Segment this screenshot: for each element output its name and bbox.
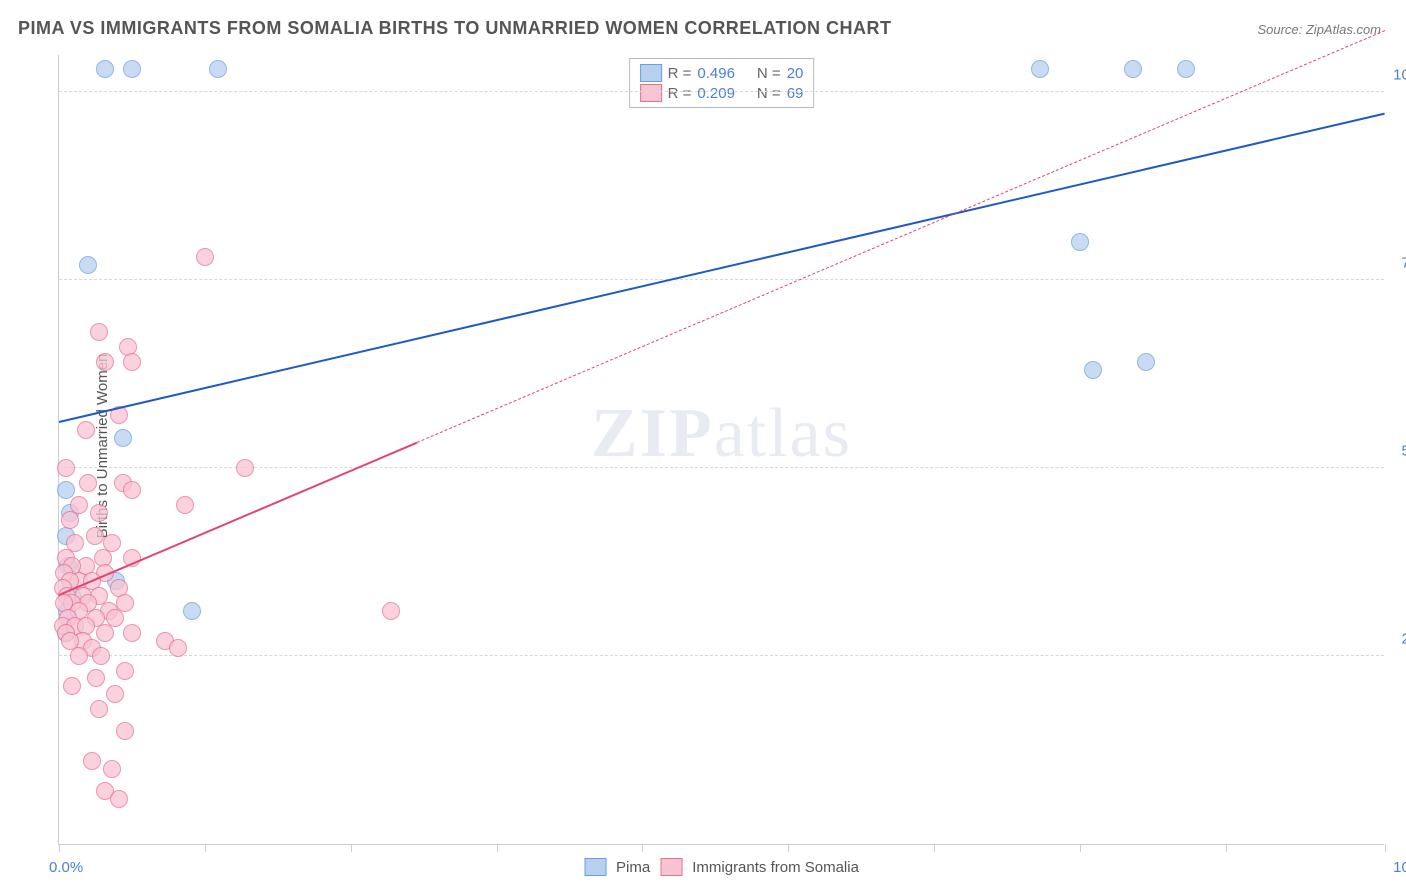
data-point xyxy=(57,459,75,477)
x-tick xyxy=(205,844,206,852)
chart-container: PIMA VS IMMIGRANTS FROM SOMALIA BIRTHS T… xyxy=(0,0,1406,892)
legend-series: Pima Immigrants from Somalia xyxy=(584,858,859,876)
data-point xyxy=(176,496,194,514)
gridline xyxy=(59,279,1384,280)
x-tick xyxy=(1080,844,1081,852)
data-point xyxy=(70,647,88,665)
gridline xyxy=(59,467,1384,468)
chart-title: PIMA VS IMMIGRANTS FROM SOMALIA BIRTHS T… xyxy=(18,18,891,39)
legend-stats: R = 0.496 N = 20 R = 0.209 N = 69 xyxy=(629,58,815,108)
data-point xyxy=(123,624,141,642)
data-point xyxy=(86,527,104,545)
data-point xyxy=(114,429,132,447)
data-point xyxy=(103,760,121,778)
x-tick xyxy=(934,844,935,852)
r-label: R = xyxy=(668,65,692,82)
legend-label: Pima xyxy=(616,859,650,876)
data-point xyxy=(209,60,227,78)
data-point xyxy=(61,511,79,529)
gridline xyxy=(59,655,1384,656)
data-point xyxy=(90,700,108,718)
legend-label: Immigrants from Somalia xyxy=(692,859,859,876)
data-point xyxy=(106,685,124,703)
n-value: 20 xyxy=(787,65,804,82)
legend-swatch xyxy=(584,858,606,876)
x-tick xyxy=(788,844,789,852)
x-tick xyxy=(1385,844,1386,852)
trend-line xyxy=(59,112,1385,422)
legend-stat-row: R = 0.496 N = 20 xyxy=(640,63,804,83)
x-tick xyxy=(59,844,60,852)
data-point xyxy=(79,256,97,274)
data-point xyxy=(83,752,101,770)
data-point xyxy=(96,353,114,371)
data-point xyxy=(116,662,134,680)
data-point xyxy=(79,474,97,492)
watermark: ZIPatlas xyxy=(591,394,852,474)
data-point xyxy=(90,504,108,522)
r-label: R = xyxy=(668,85,692,102)
x-tick xyxy=(351,844,352,852)
legend-stat-row: R = 0.209 N = 69 xyxy=(640,83,804,103)
data-point xyxy=(123,60,141,78)
r-value: 0.496 xyxy=(697,65,735,82)
data-point xyxy=(116,722,134,740)
data-point xyxy=(90,323,108,341)
data-point xyxy=(63,677,81,695)
r-value: 0.209 xyxy=(697,85,735,102)
data-point xyxy=(123,353,141,371)
x-tick xyxy=(1226,844,1227,852)
legend-swatch xyxy=(660,858,682,876)
data-point xyxy=(1124,60,1142,78)
data-point xyxy=(96,624,114,642)
data-point xyxy=(96,60,114,78)
data-point xyxy=(236,459,254,477)
y-tick-label: 100.0% xyxy=(1393,66,1406,83)
data-point xyxy=(1071,233,1089,251)
source-label: Source: ZipAtlas.com xyxy=(1257,22,1381,37)
data-point xyxy=(87,669,105,687)
y-tick-label: 25.0% xyxy=(1401,630,1406,647)
y-tick-label: 50.0% xyxy=(1401,442,1406,459)
data-point xyxy=(123,481,141,499)
data-point xyxy=(196,248,214,266)
data-point xyxy=(1084,361,1102,379)
data-point xyxy=(1177,60,1195,78)
data-point xyxy=(92,647,110,665)
data-point xyxy=(169,639,187,657)
x-tick xyxy=(642,844,643,852)
data-point xyxy=(77,421,95,439)
n-value: 69 xyxy=(787,85,804,102)
data-point xyxy=(183,602,201,620)
n-label: N = xyxy=(757,65,781,82)
trend-line xyxy=(417,30,1385,443)
data-point xyxy=(1031,60,1049,78)
x-tick-label: 0.0% xyxy=(49,859,83,876)
legend-swatch xyxy=(640,84,662,102)
gridline xyxy=(59,91,1384,92)
legend-swatch xyxy=(640,64,662,82)
x-tick-label: 100.0% xyxy=(1393,859,1406,876)
n-label: N = xyxy=(757,85,781,102)
x-tick xyxy=(497,844,498,852)
data-point xyxy=(110,790,128,808)
data-point xyxy=(57,481,75,499)
plot-area: ZIPatlas R =0.496N =20R =0.209N =69 Pima… xyxy=(58,55,1384,845)
data-point xyxy=(382,602,400,620)
y-tick-label: 75.0% xyxy=(1401,254,1406,271)
data-point xyxy=(1137,353,1155,371)
